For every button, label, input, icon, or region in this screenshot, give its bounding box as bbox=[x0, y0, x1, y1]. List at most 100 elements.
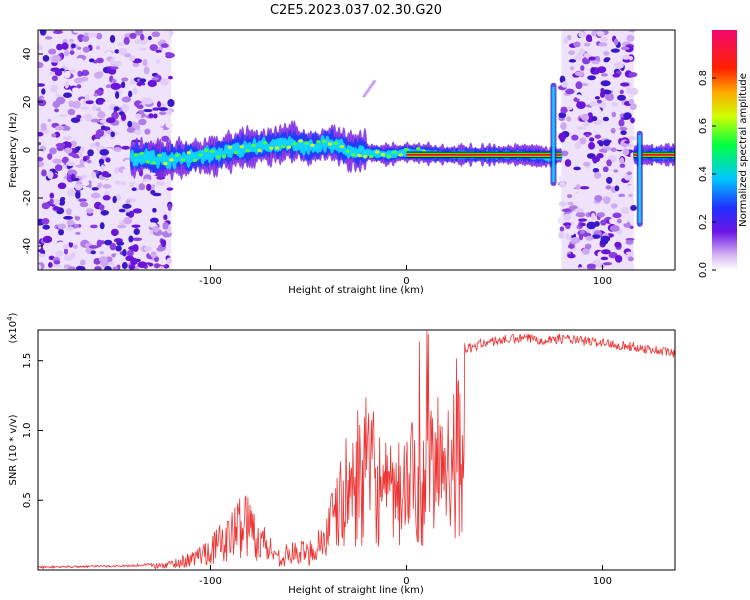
noise-blob bbox=[565, 224, 571, 230]
noise-blob bbox=[102, 184, 112, 189]
noise-blob bbox=[143, 108, 153, 113]
spectrogram-y-axis: -40 -20 0 20 40 bbox=[22, 48, 43, 254]
noise-blob bbox=[119, 111, 125, 116]
noise-blob bbox=[600, 256, 609, 261]
noise-blob bbox=[144, 128, 151, 135]
noise-blob bbox=[62, 244, 69, 250]
noise-blob bbox=[573, 41, 581, 48]
noise-blob bbox=[71, 197, 80, 205]
noise-blob bbox=[117, 224, 127, 229]
snr-x-axis: -100 0 100 bbox=[199, 565, 612, 587]
noise-blob bbox=[75, 231, 81, 235]
noise-blob bbox=[95, 45, 101, 50]
noise-blob bbox=[166, 187, 174, 191]
noise-blob bbox=[42, 235, 53, 244]
noise-blob bbox=[569, 184, 574, 190]
noise-blob bbox=[148, 113, 154, 119]
noise-blob bbox=[620, 46, 630, 51]
noise-blob bbox=[64, 81, 69, 89]
noise-blob bbox=[87, 33, 98, 38]
noise-blob bbox=[580, 65, 585, 72]
noise-blob bbox=[574, 55, 583, 61]
noise-blob bbox=[574, 208, 585, 213]
noise-blob bbox=[38, 156, 44, 162]
signal-peak bbox=[133, 153, 139, 157]
noise-blob bbox=[49, 192, 55, 199]
noise-blob bbox=[590, 212, 596, 221]
signal-peak bbox=[363, 154, 368, 158]
signal-peak bbox=[298, 139, 303, 143]
noise-blob bbox=[561, 81, 569, 88]
noise-blob bbox=[80, 146, 85, 152]
noise-blob bbox=[581, 248, 590, 255]
noise-blob bbox=[79, 158, 85, 167]
noise-blob bbox=[52, 30, 63, 35]
noise-blob bbox=[38, 61, 44, 69]
noise-blob bbox=[563, 213, 572, 221]
noise-blob bbox=[47, 118, 52, 123]
signal-peak bbox=[245, 149, 250, 153]
noise-blob bbox=[569, 66, 575, 71]
noise-blob bbox=[115, 254, 123, 259]
noise-blob bbox=[151, 37, 161, 42]
signal-peak bbox=[233, 150, 239, 155]
noise-blob bbox=[616, 218, 622, 224]
snr-x-label: Height of straight line (km) bbox=[288, 585, 424, 596]
noise-blob bbox=[576, 126, 586, 130]
noise-blob bbox=[573, 166, 581, 171]
spectrogram-x-tick-label: 0 bbox=[403, 276, 409, 287]
noise-blob bbox=[98, 256, 109, 263]
noise-blob bbox=[590, 67, 595, 73]
noise-blob bbox=[114, 180, 122, 185]
noise-blob bbox=[610, 147, 617, 152]
noise-blob bbox=[41, 88, 46, 95]
noise-blob bbox=[627, 143, 634, 148]
noise-blob bbox=[38, 141, 42, 146]
noise-blob bbox=[160, 43, 169, 48]
noise-blob bbox=[85, 208, 94, 214]
noise-blob bbox=[128, 90, 133, 98]
noise-blob bbox=[115, 91, 120, 99]
carrier-core bbox=[406, 153, 562, 156]
edge-spike-core bbox=[552, 86, 555, 182]
noise-blob bbox=[124, 53, 132, 58]
signal-peak bbox=[404, 147, 409, 152]
noise-blob bbox=[56, 43, 63, 51]
noise-blob bbox=[608, 172, 618, 177]
noise-blob bbox=[82, 35, 90, 42]
noise-blob bbox=[100, 164, 105, 172]
noise-blob bbox=[68, 236, 78, 243]
noise-blob bbox=[132, 87, 138, 95]
noise-blob bbox=[625, 240, 634, 245]
signal-peak bbox=[198, 153, 203, 157]
noise-blob bbox=[99, 148, 110, 156]
noise-blob bbox=[626, 171, 633, 176]
noise-blob bbox=[128, 55, 136, 62]
noise-blob bbox=[90, 118, 101, 123]
noise-blob bbox=[167, 99, 175, 107]
noise-blob bbox=[558, 112, 567, 119]
noise-blob bbox=[618, 118, 625, 127]
noise-blob bbox=[579, 186, 590, 190]
spectrogram-y-tick-label: 40 bbox=[22, 48, 33, 61]
signal-peak bbox=[263, 141, 268, 145]
noise-blob bbox=[602, 116, 610, 122]
noise-blob bbox=[133, 228, 140, 236]
noise-blob bbox=[566, 194, 573, 199]
noise-blob bbox=[158, 46, 164, 51]
noise-blob bbox=[127, 75, 132, 83]
noise-blob bbox=[112, 266, 119, 270]
signal-peak bbox=[280, 145, 286, 149]
noise-blob bbox=[100, 125, 106, 131]
noise-blob bbox=[68, 152, 76, 157]
noise-blob bbox=[113, 147, 122, 152]
colorbar-tick-label: 0.6 bbox=[698, 118, 709, 134]
noise-blob bbox=[45, 36, 53, 40]
noise-blob bbox=[125, 255, 135, 262]
noise-blob bbox=[85, 100, 94, 105]
noise-blob bbox=[588, 142, 595, 150]
noise-blob bbox=[47, 153, 53, 160]
noise-blob bbox=[74, 182, 83, 191]
noise-blob bbox=[63, 129, 70, 137]
noise-blob bbox=[125, 192, 135, 200]
